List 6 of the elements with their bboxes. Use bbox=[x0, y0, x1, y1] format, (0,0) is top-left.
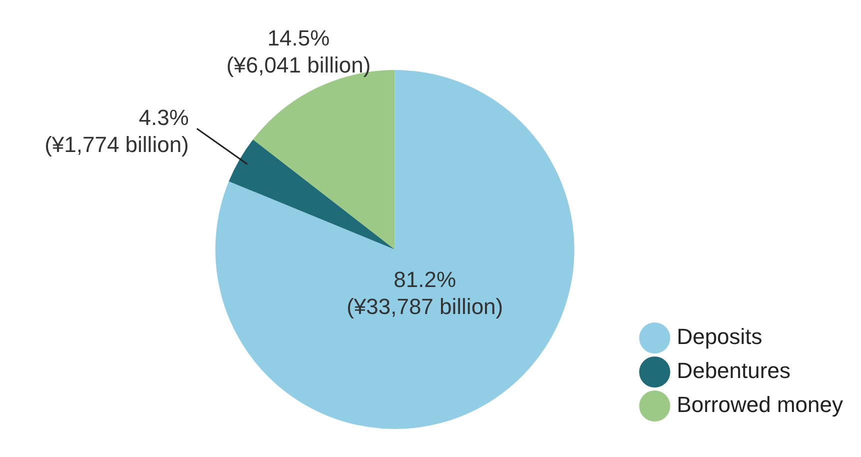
data-label: 14.5% (¥6,041 billion) bbox=[226, 25, 371, 78]
data-label: 81.2% (¥33,787 billion) bbox=[346, 266, 504, 319]
legend-label: Debentures bbox=[676, 358, 790, 384]
legend-label: Deposits bbox=[676, 324, 762, 350]
legend-label: Borrowed money bbox=[676, 392, 844, 418]
data-label: 4.3% (¥1,774 billion) bbox=[44, 105, 189, 158]
